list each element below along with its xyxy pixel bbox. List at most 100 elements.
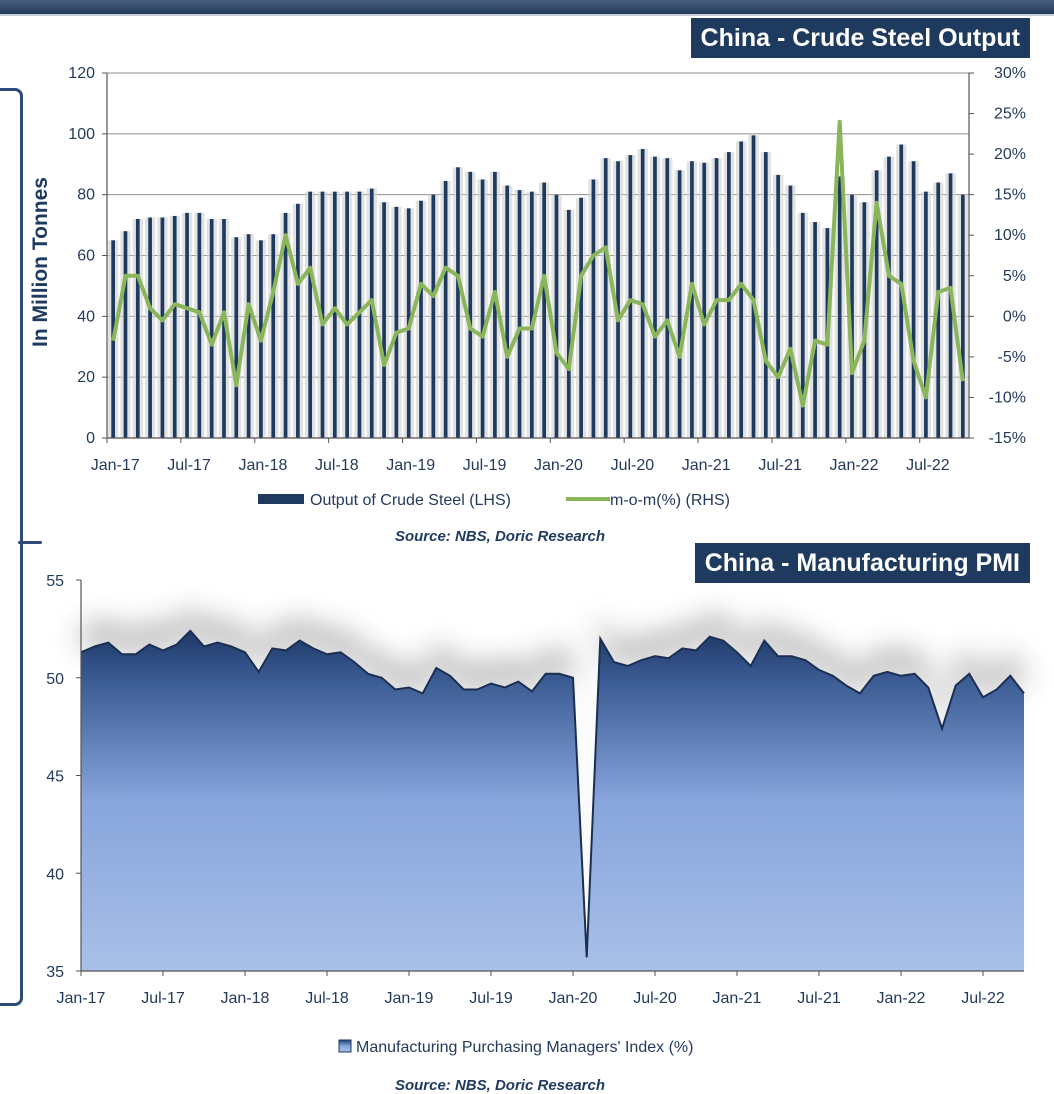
steel-xtick-label: Jan-17: [91, 457, 140, 474]
steel-y2tick-label: -5%: [998, 349, 1026, 366]
section-bracket: [0, 88, 23, 1006]
steel-bar: [800, 212, 805, 438]
steel-bar: [714, 158, 719, 438]
steel-xtick-label: Jan-18: [238, 457, 287, 474]
pmi-ytick-label: 40: [46, 866, 64, 883]
steel-xtick-label: Jan-22: [830, 457, 879, 474]
steel-bar: [419, 200, 423, 438]
steel-bar: [296, 203, 300, 438]
steel-bar: [197, 212, 202, 438]
steel-y2tick-label: -10%: [989, 389, 1026, 406]
pmi-xtick-label: Jan-19: [385, 990, 434, 1007]
steel-bar: [505, 185, 510, 438]
steel-bar: [123, 231, 128, 438]
pmi-ytick-label: 55: [46, 573, 64, 590]
steel-bar: [222, 219, 226, 438]
steel-bar: [948, 173, 953, 438]
legend-pmi-label: Manufacturing Purchasing Managers' Index…: [356, 1039, 693, 1056]
steel-bar: [850, 194, 854, 438]
steel-bar: [640, 149, 645, 438]
steel-right-ticks: -15% -10% -5% 0% 5% 10% 15% 20% 25% 30%: [969, 65, 1026, 447]
steel-bar: [665, 158, 670, 438]
pmi-xtick-label: Jul-22: [961, 990, 1005, 1007]
steel-y-axis-label: In Million Tonnes: [29, 177, 52, 347]
steel-bar: [456, 167, 460, 438]
steel-y2tick-label: 10%: [994, 227, 1026, 244]
steel-bar: [566, 209, 571, 438]
pmi-line: [80, 629, 1025, 958]
steel-bar: [653, 156, 657, 439]
steel-y2tick-label: -15%: [989, 430, 1026, 447]
steel-bar: [690, 161, 694, 439]
steel-y2tick-label: 0%: [1003, 308, 1026, 325]
steel-xtick-label: Jul-18: [315, 457, 359, 474]
steel-xtick-label: Jul-22: [906, 457, 950, 474]
steel-bar: [209, 219, 214, 438]
steel-bar: [702, 162, 707, 438]
pmi-xtick-label: Jul-18: [305, 990, 349, 1007]
steel-bar: [431, 194, 436, 438]
pmi-xtick-label: Jan-17: [57, 990, 106, 1007]
steel-bar: [628, 155, 633, 438]
steel-mom-line: [111, 119, 965, 408]
steel-bar: [936, 182, 941, 438]
steel-bar: [727, 152, 731, 439]
pmi-ytick-label: 35: [46, 964, 64, 981]
steel-bar: [135, 219, 140, 438]
steel-bar: [283, 212, 288, 438]
steel-y2tick-label: 25%: [994, 106, 1026, 123]
steel-ytick-label: 80: [77, 187, 95, 204]
steel-bar: [763, 152, 768, 439]
steel-bar: [369, 188, 374, 438]
steel-bar: [616, 161, 620, 439]
steel-left-ticks: 0 20 40 60 80 100 120: [68, 65, 107, 447]
steel-bar: [924, 191, 928, 438]
pmi-xtick-label: Jul-17: [141, 990, 185, 1007]
legend-bar-swatch: [258, 494, 304, 504]
steel-bar: [911, 161, 916, 439]
steel-bar: [493, 171, 497, 438]
pmi-x-ticks: Jan-17 Jul-17 Jan-18 Jul-18 Jan-19 Jul-19 Jan-…: [57, 971, 1005, 1007]
steel-bar: [185, 212, 189, 438]
pmi-area: [81, 630, 1024, 971]
steel-xtick-label: Jan-19: [386, 457, 435, 474]
steel-x-ticks: Jan-17 Jul-17 Jan-18 Jul-18 Jan-19 Jul-19 Jan-…: [91, 438, 950, 474]
steel-bar: [603, 158, 608, 438]
pmi-ytick-label: 50: [46, 671, 64, 688]
steel-source-note: Source: NBS, Doric Research: [395, 528, 605, 545]
legend-bar-label: Output of Crude Steel (LHS): [310, 492, 511, 509]
steel-ytick-label: 60: [77, 248, 95, 265]
bracket-tick: [18, 541, 42, 544]
steel-bar: [874, 170, 879, 439]
steel-bar: [751, 135, 756, 438]
steel-bar: [677, 170, 682, 439]
pmi-y-ticks: 35 40 45 50 55: [46, 573, 81, 981]
steel-bar: [382, 202, 386, 438]
steel-bar: [443, 180, 448, 438]
steel-bar: [148, 217, 152, 438]
header-band: [0, 0, 1054, 14]
steel-bar: [308, 191, 313, 438]
pmi-xtick-label: Jul-21: [797, 990, 841, 1007]
pmi-xtick-label: Jul-20: [633, 990, 677, 1007]
steel-bar: [542, 182, 547, 438]
steel-bar: [887, 156, 891, 439]
steel-bar: [776, 174, 780, 439]
steel-bar: [517, 190, 522, 438]
steel-bar: [579, 197, 583, 438]
steel-ytick-label: 40: [77, 308, 95, 325]
steel-bar: [246, 234, 251, 438]
steel-bar: [345, 191, 349, 438]
pmi-ytick-label: 45: [46, 769, 64, 786]
pmi-xtick-label: Jan-20: [549, 990, 598, 1007]
pmi-xtick-label: Jan-21: [713, 990, 762, 1007]
steel-bar: [554, 194, 559, 438]
steel-bar: [394, 206, 399, 438]
steel-y2tick-label: 5%: [1003, 268, 1026, 285]
steel-ytick-label: 120: [68, 65, 95, 82]
steel-y2tick-label: 20%: [994, 146, 1026, 163]
steel-bar: [234, 237, 239, 438]
pmi-chart-title: China - Manufacturing PMI: [694, 543, 1030, 583]
steel-y2tick-label: 30%: [994, 65, 1026, 82]
